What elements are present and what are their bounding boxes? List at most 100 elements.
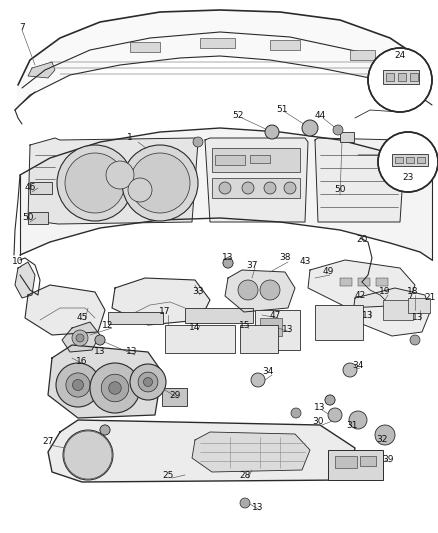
- Bar: [162, 388, 187, 406]
- Circle shape: [72, 330, 88, 346]
- Text: 46: 46: [25, 183, 35, 192]
- Text: 21: 21: [424, 294, 436, 303]
- Polygon shape: [315, 138, 405, 222]
- Text: 37: 37: [246, 261, 258, 270]
- Polygon shape: [48, 420, 355, 482]
- Circle shape: [328, 408, 342, 422]
- Text: 15: 15: [239, 320, 251, 329]
- Text: 43: 43: [299, 257, 311, 266]
- Circle shape: [260, 280, 280, 300]
- Bar: [386, 73, 394, 81]
- Circle shape: [193, 137, 203, 147]
- Circle shape: [333, 125, 343, 135]
- Bar: [392, 154, 428, 166]
- Circle shape: [264, 182, 276, 194]
- Circle shape: [76, 334, 84, 342]
- Bar: [108, 312, 163, 324]
- Bar: [395, 157, 403, 163]
- Bar: [165, 325, 235, 353]
- Text: 28: 28: [239, 472, 251, 481]
- Text: 13: 13: [94, 348, 106, 357]
- Bar: [335, 456, 357, 468]
- Text: 23: 23: [403, 174, 413, 182]
- Text: 32: 32: [376, 435, 388, 445]
- Bar: [255, 310, 300, 350]
- Circle shape: [219, 182, 231, 194]
- Polygon shape: [225, 270, 295, 312]
- Circle shape: [101, 374, 129, 402]
- Circle shape: [302, 120, 318, 136]
- Text: 7: 7: [19, 23, 25, 33]
- Bar: [130, 42, 160, 52]
- Circle shape: [284, 182, 296, 194]
- Polygon shape: [308, 260, 415, 308]
- Circle shape: [325, 395, 335, 405]
- Polygon shape: [112, 278, 210, 325]
- Bar: [350, 50, 375, 60]
- Bar: [30, 182, 52, 194]
- Circle shape: [106, 161, 134, 189]
- Circle shape: [130, 364, 166, 400]
- Bar: [410, 73, 418, 81]
- Bar: [328, 450, 383, 480]
- Text: 27: 27: [42, 438, 54, 447]
- Text: 1: 1: [127, 133, 133, 142]
- Bar: [215, 155, 245, 165]
- Polygon shape: [28, 62, 55, 78]
- Bar: [185, 308, 253, 323]
- Circle shape: [73, 379, 84, 391]
- Text: 47: 47: [269, 311, 281, 319]
- Circle shape: [109, 382, 121, 394]
- Circle shape: [95, 335, 105, 345]
- Circle shape: [63, 430, 113, 480]
- Polygon shape: [62, 322, 100, 352]
- Circle shape: [66, 373, 90, 397]
- Bar: [417, 157, 425, 163]
- Text: 50: 50: [22, 214, 34, 222]
- Bar: [270, 40, 300, 50]
- Text: 30: 30: [312, 417, 324, 426]
- Text: 52: 52: [232, 110, 244, 119]
- Text: 33: 33: [192, 287, 204, 296]
- Text: 19: 19: [379, 287, 391, 296]
- Bar: [383, 70, 419, 84]
- Polygon shape: [20, 128, 432, 260]
- Bar: [358, 278, 370, 286]
- Text: 24: 24: [394, 51, 406, 60]
- Text: 39: 39: [382, 456, 394, 464]
- Polygon shape: [352, 288, 430, 336]
- Bar: [408, 298, 430, 313]
- Circle shape: [368, 48, 432, 112]
- Circle shape: [349, 411, 367, 429]
- Bar: [340, 278, 352, 286]
- Text: 13: 13: [314, 402, 326, 411]
- Text: 18: 18: [407, 287, 419, 296]
- Text: 13: 13: [252, 503, 264, 512]
- Circle shape: [223, 258, 233, 268]
- Text: 12: 12: [102, 320, 114, 329]
- Text: 44: 44: [314, 111, 325, 120]
- Text: 17: 17: [159, 308, 171, 317]
- Polygon shape: [25, 285, 105, 335]
- Polygon shape: [192, 432, 310, 472]
- Text: 29: 29: [170, 391, 181, 400]
- Bar: [340, 132, 354, 142]
- Text: 10: 10: [12, 257, 24, 266]
- Polygon shape: [205, 138, 308, 222]
- Text: 45: 45: [76, 313, 88, 322]
- Circle shape: [100, 425, 110, 435]
- Bar: [200, 38, 235, 48]
- Circle shape: [375, 425, 395, 445]
- Text: 13: 13: [412, 313, 424, 322]
- Text: 13: 13: [282, 326, 294, 335]
- Circle shape: [238, 280, 258, 300]
- Circle shape: [265, 125, 279, 139]
- Text: 31: 31: [346, 421, 358, 430]
- Bar: [406, 157, 414, 163]
- Text: 38: 38: [279, 254, 291, 262]
- Bar: [250, 155, 270, 163]
- Bar: [383, 300, 413, 320]
- Text: 34: 34: [262, 367, 274, 376]
- Circle shape: [410, 335, 420, 345]
- Circle shape: [343, 363, 357, 377]
